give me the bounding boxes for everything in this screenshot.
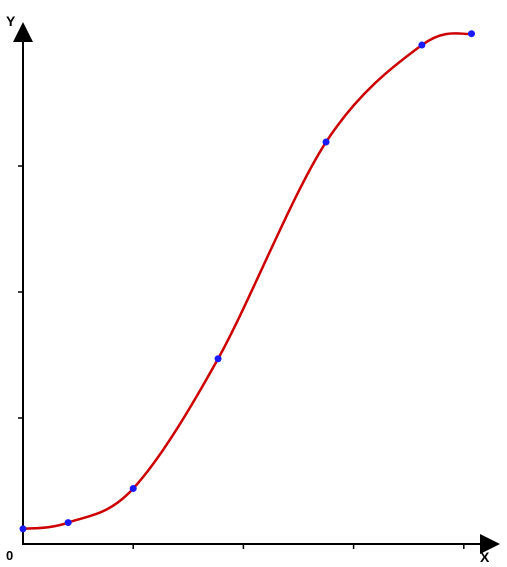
y-ticks: [18, 39, 23, 419]
origin-label: 0: [6, 548, 13, 563]
data-point-3: [129, 485, 137, 493]
data-point-1: [19, 525, 27, 533]
series-line: [22, 32, 472, 531]
data-points: [19, 30, 476, 533]
y-axis-label: Y: [6, 13, 16, 29]
data-point-6: [418, 41, 426, 49]
data-point-4: [214, 355, 222, 363]
data-point-7: [468, 30, 476, 38]
x-ticks: [132, 544, 465, 549]
data-point-5: [322, 138, 330, 146]
axes: X Y 0: [6, 13, 500, 565]
x-axis-label: X: [480, 549, 490, 565]
data-point-2: [64, 519, 72, 527]
